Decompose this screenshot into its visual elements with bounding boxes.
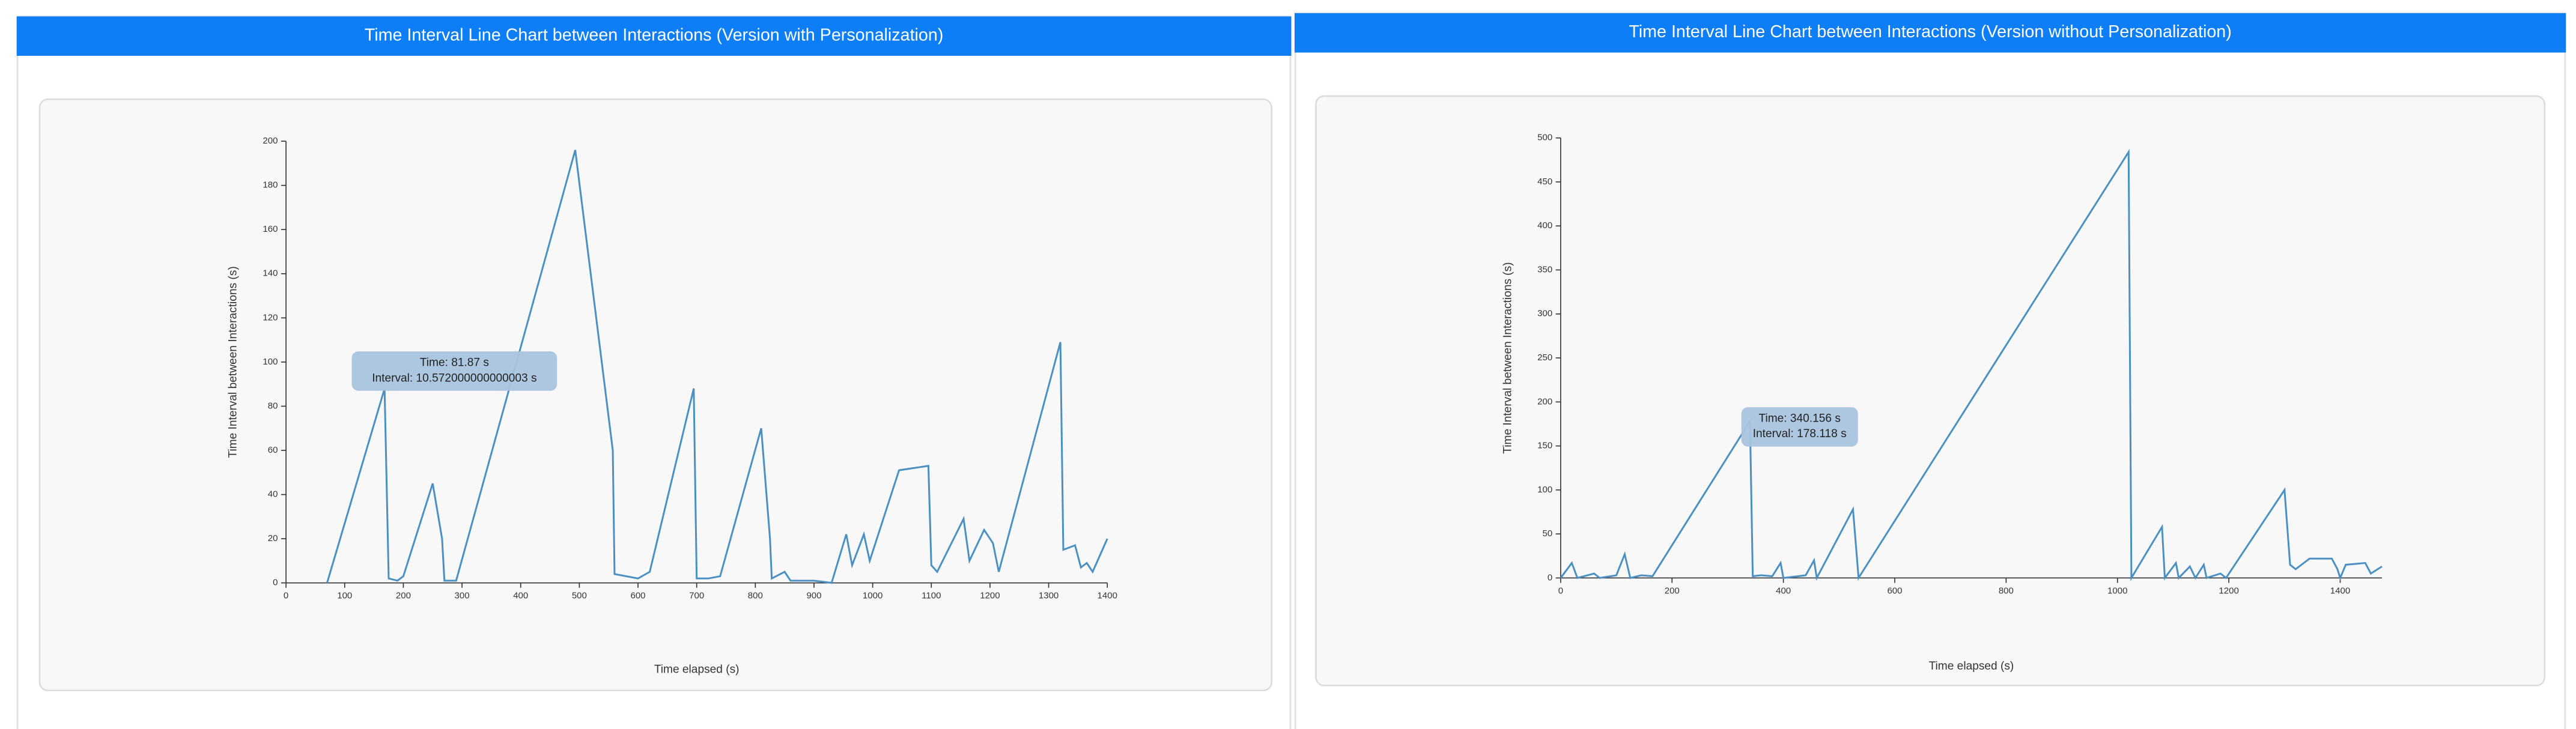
x-tick-label: 1100 — [922, 590, 941, 600]
y-tick-label: 100 — [263, 357, 278, 367]
x-axis-label: Time elapsed (s) — [654, 664, 740, 676]
chart-box — [38, 98, 1273, 692]
panel-header — [1294, 13, 2566, 53]
y-tick-label: 250 — [1537, 352, 1552, 363]
y-axis-label: Time Interval between Interactions (s) — [1501, 262, 1514, 453]
y-tick-label: 200 — [263, 136, 278, 146]
y-tick-label: 300 — [1537, 309, 1552, 319]
x-tick-label: 1200 — [980, 590, 1000, 600]
x-tick-label: 300 — [455, 590, 470, 600]
x-tick-label: 600 — [1887, 585, 1902, 596]
x-tick-label: 200 — [396, 590, 411, 600]
tooltip — [351, 351, 557, 391]
y-tick-label: 450 — [1537, 177, 1552, 187]
y-tick-label: 0 — [1548, 572, 1552, 582]
x-tick-label: 400 — [1776, 585, 1791, 596]
chart-box — [1315, 95, 2546, 686]
x-tick-label: 800 — [748, 590, 763, 600]
y-tick-label: 80 — [268, 401, 278, 411]
y-tick-label: 60 — [268, 445, 278, 455]
x-tick-label: 900 — [806, 590, 821, 600]
x-tick-label: 600 — [630, 590, 645, 600]
y-tick-label: 140 — [263, 268, 278, 279]
data-line — [326, 150, 1108, 584]
x-tick-label: 1400 — [2330, 585, 2350, 596]
tooltip-text: Interval: 10.572000000000003 s — [372, 372, 536, 384]
x-tick-label: 1400 — [1098, 590, 1117, 600]
tooltip-text: Time: 81.87 s — [420, 356, 489, 369]
x-tick-label: 800 — [1999, 585, 2014, 596]
x-tick-label: 0 — [1558, 585, 1563, 596]
y-tick-label: 0 — [273, 578, 278, 588]
y-tick-label: 350 — [1537, 264, 1552, 274]
y-tick-label: 40 — [268, 489, 278, 500]
data-line — [1560, 149, 2383, 581]
x-tick-label: 500 — [572, 590, 587, 600]
panel-title: Time Interval Line Chart between Interac… — [1629, 22, 2232, 41]
y-tick-label: 150 — [1537, 441, 1552, 451]
panel-title: Time Interval Line Chart between Interac… — [365, 26, 944, 45]
y-tick-label: 160 — [263, 224, 278, 234]
panel-header — [16, 16, 1292, 56]
x-tick-label: 700 — [689, 590, 704, 600]
x-tick-label: 1000 — [863, 590, 882, 600]
x-tick-label: 200 — [1665, 585, 1680, 596]
y-tick-label: 180 — [263, 180, 278, 190]
y-tick-label: 50 — [1543, 528, 1553, 539]
y-tick-label: 20 — [268, 533, 278, 543]
tooltip-text: Interval: 178.118 s — [1753, 428, 1847, 440]
x-axis-label: Time elapsed (s) — [1929, 660, 2014, 673]
y-tick-label: 200 — [1537, 396, 1552, 407]
tooltip — [1741, 407, 1858, 447]
x-tick-label: 1000 — [2107, 585, 2127, 596]
x-tick-label: 1200 — [2219, 585, 2238, 596]
y-tick-label: 400 — [1537, 220, 1552, 231]
y-tick-label: 500 — [1537, 133, 1552, 143]
tooltip-text: Time: 340.156 s — [1758, 412, 1840, 425]
y-tick-label: 120 — [263, 312, 278, 322]
x-tick-label: 1300 — [1039, 590, 1059, 600]
x-tick-label: 400 — [513, 590, 528, 600]
y-axis-label: Time Interval between Interactions (s) — [227, 266, 240, 458]
x-tick-label: 100 — [337, 590, 352, 600]
x-tick-label: 0 — [284, 590, 288, 600]
y-tick-label: 100 — [1537, 485, 1552, 495]
